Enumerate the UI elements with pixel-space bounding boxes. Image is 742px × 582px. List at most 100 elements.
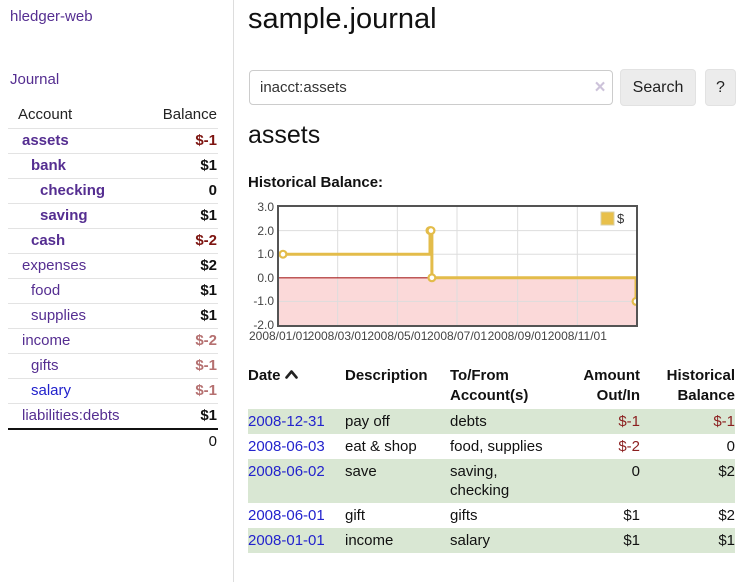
tx-date-cell: 2008-06-01 — [248, 503, 345, 528]
account-balance: $-1 — [195, 357, 217, 374]
tx-description: pay off — [345, 413, 390, 430]
tx-date-link[interactable]: 2008-01-01 — [248, 532, 325, 549]
x-axis-tick-label: 2008/09/01 — [487, 329, 548, 343]
tx-amount: $1 — [623, 532, 640, 549]
transactions-table: Date Description To/From Account(s) Amount Ou… — [248, 363, 735, 553]
account-balance: $-1 — [195, 382, 217, 399]
tx-description: save — [345, 463, 377, 480]
x-axis-tick-label: 2008/03/01 — [307, 329, 368, 343]
tx-header-tofrom: To/From Account(s) — [450, 367, 529, 404]
accounts-header-row: Account Balance — [8, 102, 218, 129]
sidebar-account-link-salary[interactable]: salary — [31, 382, 72, 399]
accounts-header-account: Account — [18, 106, 73, 123]
account-row: gifts $-1 — [8, 353, 218, 379]
account-balance: $1 — [200, 307, 217, 324]
app-title-link[interactable]: hledger-web — [10, 8, 93, 25]
sidebar-account-link-cash[interactable]: cash — [31, 232, 66, 249]
transaction-row: 2008-12-31 pay off debts $-1 $-1 — [248, 409, 735, 434]
tx-accounts: food, supplies — [450, 438, 543, 455]
search-input[interactable] — [249, 70, 613, 105]
sidebar-account-link-gifts[interactable]: gifts — [31, 357, 59, 374]
account-row: food $1 — [8, 278, 218, 304]
sidebar-account-link-income[interactable]: income — [22, 332, 71, 349]
tx-accounts: saving, checking — [450, 463, 510, 499]
account-row: checking 0 — [8, 178, 218, 204]
sidebar-account-link-checking[interactable]: checking — [40, 182, 106, 199]
sidebar-account-link-assets[interactable]: assets — [22, 132, 69, 149]
account-row: liabilities:debts $1 — [8, 403, 218, 430]
account-balance: $1 — [200, 407, 217, 424]
account-row: salary $-1 — [8, 378, 218, 404]
tx-header-amount: Amount Out/In — [583, 367, 640, 404]
legend-swatch — [600, 211, 615, 226]
search-button[interactable]: Search — [620, 69, 696, 106]
tx-description: eat & shop — [345, 438, 417, 455]
y-axis-tick-label: -1.0 — [253, 294, 274, 309]
tx-date-cell: 2008-06-02 — [248, 459, 345, 503]
account-balance: $2 — [200, 257, 217, 274]
x-axis-tick-label: 2008/01/01 — [248, 329, 310, 343]
tx-balance: $2 — [718, 463, 735, 480]
account-row: supplies $1 — [8, 303, 218, 329]
tx-header-description: Description — [345, 367, 428, 384]
tx-amount: $-1 — [618, 413, 640, 430]
y-axis-tick-label: 0.0 — [257, 270, 274, 285]
transactions-header-row: Date Description To/From Account(s) Amount Ou… — [248, 363, 735, 409]
account-row: expenses $2 — [8, 253, 218, 279]
tx-accounts: salary — [450, 532, 491, 549]
y-axis-tick-label: 1.0 — [257, 247, 274, 262]
tx-date-cell: 2008-12-31 — [248, 409, 345, 434]
chart-canvas: $ — [278, 207, 641, 325]
x-axis-tick-label: 2008/05/01 — [367, 329, 428, 343]
transaction-row: 2008-06-02 save saving, checking 0 $2 — [248, 459, 735, 503]
y-axis-tick-label: 3.0 — [257, 200, 274, 214]
sidebar-item-journal[interactable]: Journal — [10, 71, 60, 88]
tx-accounts: gifts — [450, 507, 478, 524]
account-balance: $-2 — [195, 232, 217, 249]
chart-plot-area: $ — [277, 205, 641, 327]
sidebar-account-link-bank[interactable]: bank — [31, 157, 67, 174]
data-point-marker — [631, 296, 641, 306]
account-balance: $-1 — [195, 132, 217, 149]
account-balance: $-2 — [195, 332, 217, 349]
transaction-row: 2008-06-03 eat & shop food, supplies $-2 0 — [248, 434, 735, 459]
sidebar-account-link-food[interactable]: food — [31, 282, 61, 299]
transaction-row: 2008-06-01 gift gifts $1 $2 — [248, 503, 735, 528]
data-point-marker — [426, 226, 436, 236]
tx-date-link[interactable]: 2008-06-01 — [248, 507, 325, 524]
page-title: sample.journal — [248, 3, 437, 35]
legend-label: $ — [617, 211, 625, 226]
tx-header-historical: Historical Balance — [666, 367, 735, 404]
data-point-marker — [278, 249, 288, 259]
tx-header-date[interactable]: Date — [248, 363, 345, 409]
help-button[interactable]: ? — [705, 69, 736, 106]
tx-date-link[interactable]: 2008-06-02 — [248, 463, 325, 480]
tx-description: gift — [345, 507, 366, 524]
sidebar-account-link-liabilities-debts[interactable]: liabilities:debts — [22, 407, 120, 424]
sidebar-account-link-supplies[interactable]: supplies — [31, 307, 87, 324]
sidebar-account-link-saving[interactable]: saving — [40, 207, 88, 224]
data-point-marker — [427, 273, 437, 283]
historical-balance-chart: $ 3.0 2.0 1.0 0.0 -1.0 -2.0 2008/01/01 2008/03/… — [248, 200, 668, 345]
account-balance: $1 — [200, 282, 217, 299]
tx-accounts: debts — [450, 413, 487, 430]
tx-date-link[interactable]: 2008-06-03 — [248, 438, 325, 455]
tx-amount: $1 — [623, 507, 640, 524]
account-row: assets $-1 — [8, 128, 218, 154]
tx-balance: $2 — [718, 507, 735, 524]
tx-date-link[interactable]: 2008-12-31 — [248, 413, 325, 430]
sidebar-account-link-expenses[interactable]: expenses — [22, 257, 87, 274]
account-heading: assets — [248, 121, 321, 149]
accounts-total: 0 — [208, 433, 217, 450]
accounts-header-balance: Balance — [162, 106, 217, 123]
tx-description: income — [345, 532, 394, 549]
clear-search-icon[interactable]: × — [594, 77, 606, 98]
account-balance: $1 — [200, 157, 217, 174]
tx-balance: 0 — [726, 438, 735, 455]
x-axis-tick-label: 2008/07/01 — [426, 329, 488, 343]
tx-amount: $-2 — [618, 438, 640, 455]
tx-date-cell: 2008-06-03 — [248, 434, 345, 459]
account-row: saving $1 — [8, 203, 218, 229]
tx-balance: $-1 — [713, 413, 735, 430]
accounts-table: Account Balance assets $-1 bank $1 checking 0… — [8, 102, 218, 454]
